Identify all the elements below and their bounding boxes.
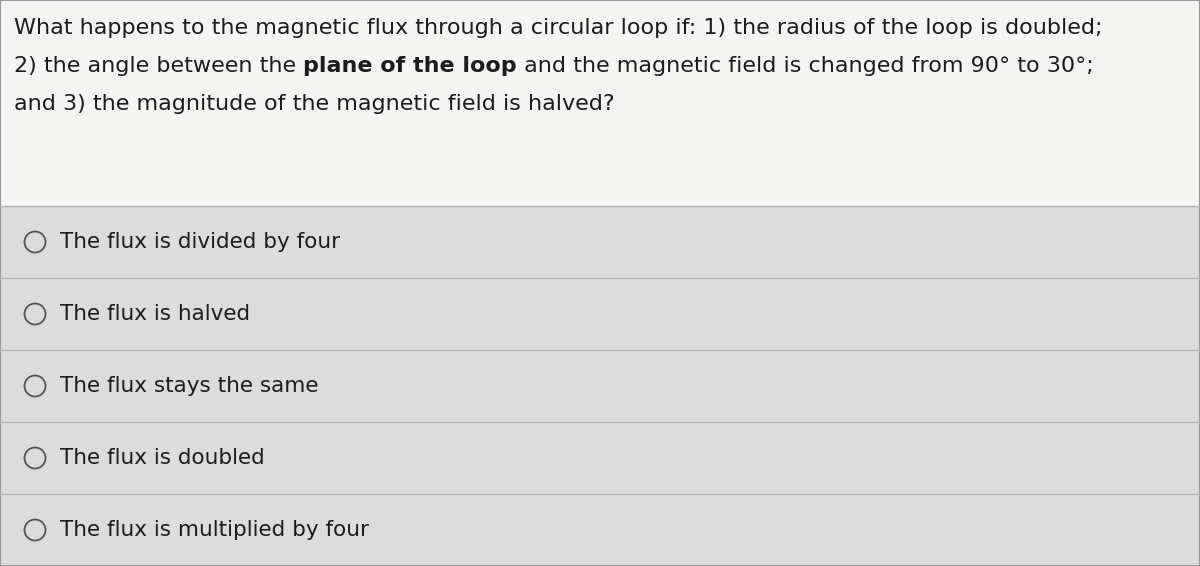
Bar xyxy=(0,494,1200,566)
Bar xyxy=(0,350,1200,422)
Text: The flux is multiplied by four: The flux is multiplied by four xyxy=(60,520,370,540)
Text: and the magnetic field is changed from 90° to 30°;: and the magnetic field is changed from 9… xyxy=(517,56,1093,76)
Text: The flux is halved: The flux is halved xyxy=(60,304,250,324)
Text: and 3) the magnitude of the magnetic field is halved?: and 3) the magnitude of the magnetic fie… xyxy=(14,94,614,114)
Text: The flux stays the same: The flux stays the same xyxy=(60,376,318,396)
Text: plane of the loop: plane of the loop xyxy=(304,56,517,76)
Bar xyxy=(0,278,1200,350)
Bar xyxy=(0,0,1200,206)
Text: The flux is divided by four: The flux is divided by four xyxy=(60,232,340,252)
Text: The flux is doubled: The flux is doubled xyxy=(60,448,265,468)
Bar xyxy=(0,206,1200,278)
Text: 2) the angle between the: 2) the angle between the xyxy=(14,56,304,76)
Text: What happens to the magnetic flux through a circular loop if: 1) the radius of t: What happens to the magnetic flux throug… xyxy=(14,18,1103,38)
Bar xyxy=(0,422,1200,494)
